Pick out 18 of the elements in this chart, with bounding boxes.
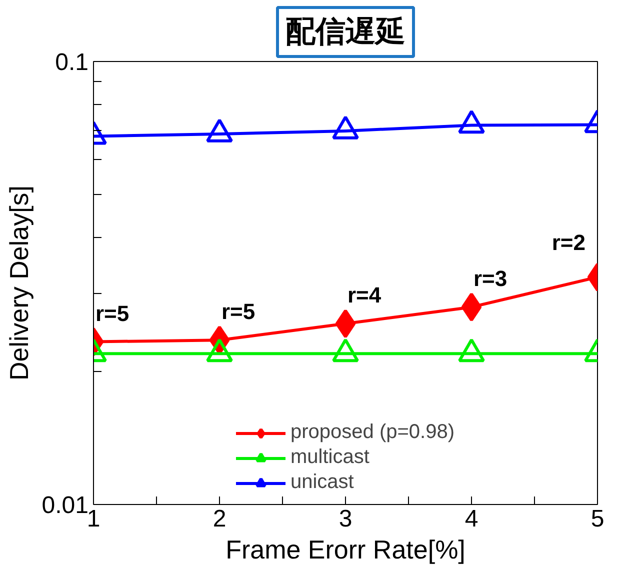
legend-label: proposed (p=0.98): [290, 421, 455, 444]
annotation: r=4: [348, 282, 382, 308]
annotation: r=5: [96, 300, 130, 326]
annotation: r=5: [222, 299, 256, 324]
x-tick-label: 5: [590, 506, 604, 532]
y-tick-label: 0.01: [42, 492, 89, 519]
legend-label: multicast: [290, 446, 370, 469]
y-axis-title: Delivery Delay[s]: [4, 185, 34, 381]
x-tick-label: 2: [212, 506, 226, 532]
chart-title: 配信遅延: [286, 16, 406, 48]
x-tick-label: 1: [86, 506, 100, 532]
annotation: r=2: [552, 230, 586, 256]
y-tick-label: 0.1: [55, 49, 89, 76]
x-tick-label: 3: [338, 506, 352, 532]
annotation: r=3: [474, 266, 508, 292]
x-axis-title: Frame Erorr Rate[%]: [226, 534, 466, 564]
legend-label: unicast: [290, 471, 354, 494]
x-tick-label: 4: [464, 506, 478, 532]
